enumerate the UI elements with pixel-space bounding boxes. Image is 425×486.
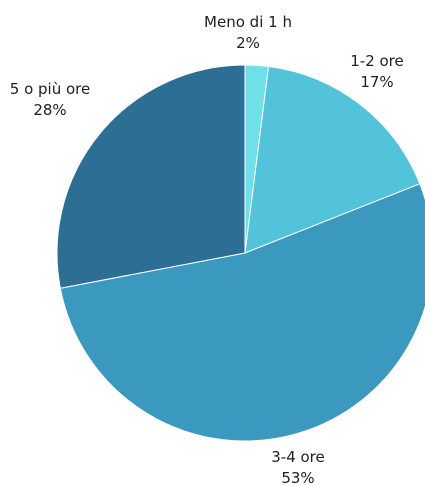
slice-value-label-5-o-pi-ore: 28% <box>33 101 66 119</box>
slice-label-3-4-ore: 3-4 ore <box>271 448 325 466</box>
slice-label-5-o-pi-ore: 5 o più ore <box>10 80 90 98</box>
pie-slice-3-4-ore <box>59 183 425 442</box>
pie-slices <box>56 64 425 442</box>
pie-slice-5-o-pi-ore <box>56 64 246 289</box>
slice-label-1-2-ore: 1-2 ore <box>350 52 404 70</box>
pie-labels: Meno di 1 h 2% 1-2 ore 17% 3-4 ore 53% 5 o più… <box>10 13 404 486</box>
pie-slice-1-2-ore <box>244 65 421 254</box>
slice-value-label-1-2-ore: 17% <box>360 73 393 91</box>
slice-label-meno-di-1-h: Meno di 1 h <box>204 13 292 31</box>
slice-value-label-meno-di-1-h: 2% <box>236 34 260 52</box>
slice-value-label-3-4-ore: 53% <box>281 469 314 486</box>
